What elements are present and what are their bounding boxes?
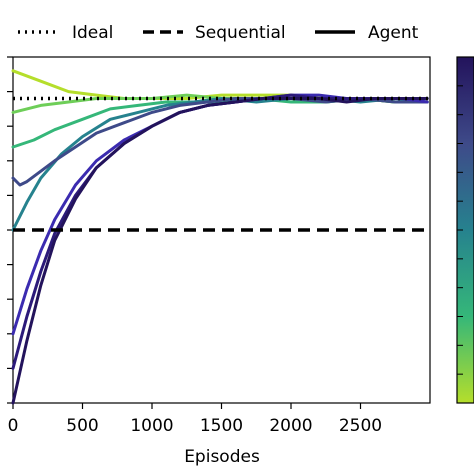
x-tick-label: 1500 xyxy=(200,416,243,436)
colorbar-ticks xyxy=(457,56,463,404)
agent-series-line xyxy=(11,97,429,149)
agent-series-line xyxy=(11,97,429,405)
x-axis-ticks: 0 500 1000 1500 2000 2500 xyxy=(8,403,382,436)
reference-lines xyxy=(13,96,430,232)
series-lines xyxy=(11,69,429,405)
agent-series-line xyxy=(11,93,429,336)
colorbar xyxy=(456,56,474,404)
x-tick-label: 500 xyxy=(66,416,98,436)
agent-series-line xyxy=(11,97,429,232)
x-tick-label: 2500 xyxy=(339,416,382,436)
x-tick-label: 0 xyxy=(8,416,19,436)
x-tick-label: 1000 xyxy=(130,416,173,436)
x-tick-label: 2000 xyxy=(269,416,312,436)
legend-sequential-label: Sequential xyxy=(195,23,286,43)
legend-agent-label: Agent xyxy=(368,23,419,43)
y-axis-ticks xyxy=(7,56,13,404)
legend: Ideal Sequential Agent xyxy=(18,23,419,43)
x-axis-label: Episodes xyxy=(184,447,260,467)
legend-ideal-label: Ideal xyxy=(72,23,113,43)
